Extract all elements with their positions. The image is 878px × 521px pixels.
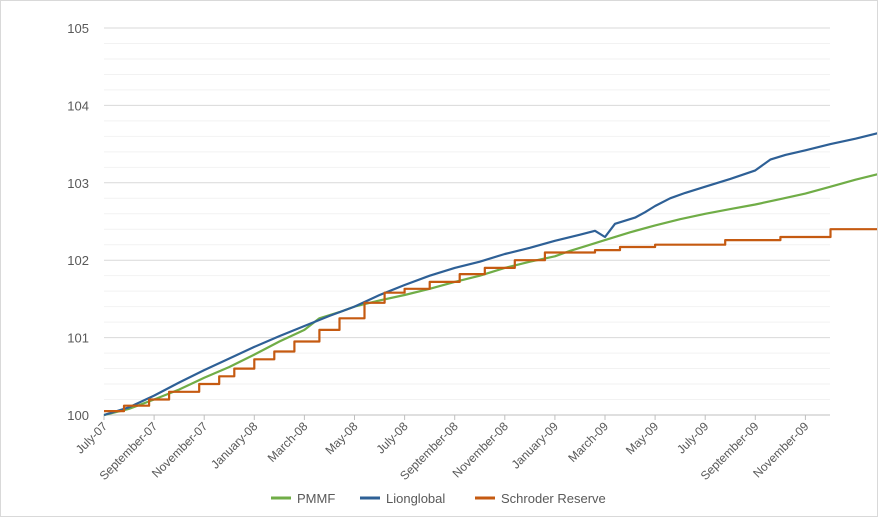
legend-label-lionglobal: Lionglobal bbox=[386, 491, 445, 506]
series-lines bbox=[103, 132, 878, 417]
y-axis-tick-labels: 100 101 102 103 104 105 bbox=[67, 21, 89, 423]
y-tick-label: 102 bbox=[67, 253, 89, 268]
x-axis-tick-labels: July-07September-07November-07January-08… bbox=[73, 415, 812, 483]
x-tick-label: January-08 bbox=[208, 419, 261, 472]
x-tick-label: July-09 bbox=[674, 419, 711, 456]
y-tick-label: 105 bbox=[67, 21, 89, 36]
series-line-schroder-reserve bbox=[104, 228, 878, 413]
x-tick-label: May-08 bbox=[322, 419, 360, 457]
y-tick-label: 104 bbox=[67, 98, 89, 113]
x-tick-label: July-07 bbox=[73, 419, 110, 456]
legend-label-pmmf: PMMF bbox=[297, 491, 335, 506]
y-tick-label: 103 bbox=[67, 176, 89, 191]
legend-label-schroder-reserve: Schroder Reserve bbox=[501, 491, 606, 506]
x-tick-label: May-09 bbox=[623, 419, 661, 457]
y-tick-label: 101 bbox=[67, 331, 89, 346]
x-tick-label: March-08 bbox=[265, 419, 311, 465]
x-tick-label: March-09 bbox=[565, 419, 611, 465]
x-tick-label: July-08 bbox=[373, 419, 410, 456]
gridlines bbox=[104, 27, 830, 416]
legend: PMMF Lionglobal Schroder Reserve bbox=[271, 491, 606, 506]
x-tick-label: January-09 bbox=[509, 419, 562, 472]
series-line-lionglobal bbox=[103, 132, 878, 417]
y-tick-label: 100 bbox=[67, 408, 89, 423]
series-line-pmmf bbox=[103, 173, 878, 417]
